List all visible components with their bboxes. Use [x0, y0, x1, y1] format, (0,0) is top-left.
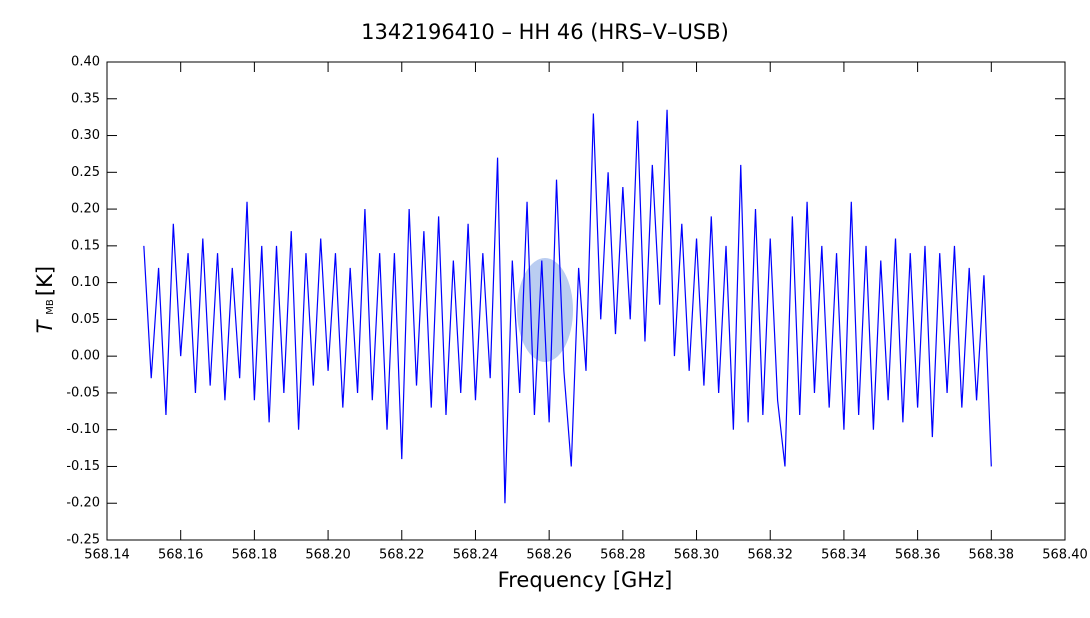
x-tick-label: 568.18 — [232, 548, 278, 563]
y-tick-label: 0.10 — [71, 275, 100, 290]
y-tick-label: 0.40 — [71, 55, 100, 70]
x-tick-label: 568.14 — [84, 548, 130, 563]
y-axis-label: T MB [K] — [33, 266, 57, 334]
x-tick-label: 568.28 — [600, 548, 646, 563]
chart-title: 1342196410 – HH 46 (HRS–V–USB) — [361, 20, 729, 44]
plot-frame — [106, 61, 1066, 541]
x-tick-label: 568.40 — [1042, 548, 1088, 563]
y-tick-label: -0.25 — [66, 533, 100, 548]
x-tick-label: 568.30 — [674, 548, 720, 563]
x-tick-label: 568.26 — [526, 548, 572, 563]
x-tick-label: 568.22 — [379, 548, 425, 563]
x-tick-label: 568.16 — [158, 548, 204, 563]
x-tick-label: 568.36 — [895, 548, 941, 563]
y-tick-label: 0.30 — [71, 128, 100, 143]
y-tick-label: 0.25 — [71, 165, 100, 180]
x-tick-label: 568.34 — [821, 548, 867, 563]
highlight-blob — [517, 258, 573, 362]
y-label-main: T — [33, 318, 57, 333]
y-label-unit: [K] — [33, 266, 57, 296]
x-tick-label: 568.32 — [747, 548, 793, 563]
x-tick-label: 568.38 — [969, 548, 1015, 563]
y-tick-label: 0.15 — [71, 238, 100, 253]
x-tick-label: 568.24 — [453, 548, 499, 563]
y-tick-label: -0.05 — [66, 385, 100, 400]
spectrum-line — [143, 109, 992, 504]
y-tick-label: 0.20 — [71, 202, 100, 217]
x-tick-label: 568.20 — [305, 548, 351, 563]
y-label-subscript: MB — [45, 299, 56, 315]
y-tick-label: 0.05 — [71, 312, 100, 327]
y-tick-label: -0.15 — [66, 459, 100, 474]
y-tick-label: 0.00 — [71, 349, 100, 364]
y-tick-label: 0.35 — [71, 91, 100, 106]
x-axis-label: Frequency [GHz] — [498, 568, 673, 592]
y-tick-label: -0.20 — [66, 496, 100, 511]
y-tick-label: -0.10 — [66, 422, 100, 437]
